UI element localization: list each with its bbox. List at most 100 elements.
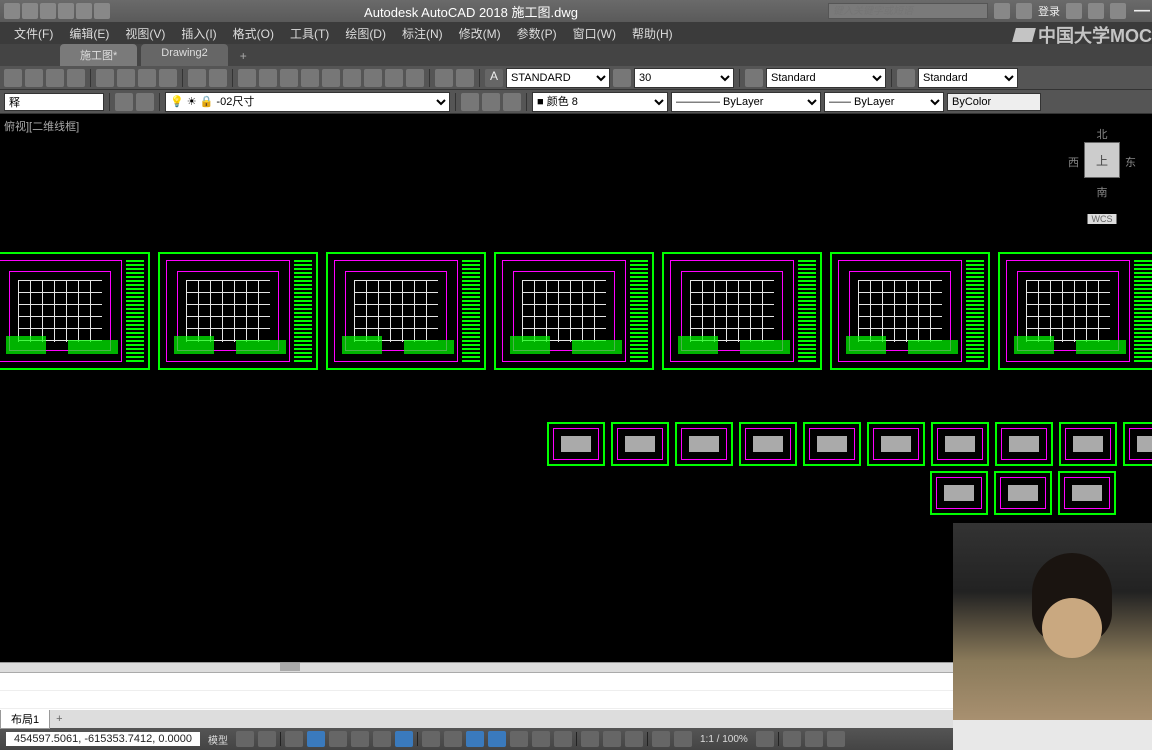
menu-item[interactable]: 视图(V) [117,23,173,44]
tab-add-button[interactable]: + [232,46,255,66]
lineweight-select[interactable]: —— ByLayer [824,92,944,112]
viewcube-north[interactable]: 北 [1097,126,1108,142]
table-style-icon[interactable] [897,69,915,87]
table-style-select[interactable]: Standard [918,68,1018,88]
match-icon[interactable] [159,69,177,87]
layout-tab[interactable]: 布局1 [0,709,50,729]
qat-open-icon[interactable] [22,3,38,19]
annotation-visibility[interactable] [581,731,599,747]
props-icon[interactable] [322,69,340,87]
grid-toggle[interactable] [236,731,254,747]
save-icon[interactable] [46,69,64,87]
dim-icon[interactable] [745,69,763,87]
scale-display[interactable]: 1:1 / 100% [696,734,752,745]
paste-icon[interactable] [138,69,156,87]
selection-filter[interactable] [532,731,550,747]
text-icon[interactable]: A [485,69,503,87]
qat-undo-icon[interactable] [76,3,92,19]
model-button[interactable]: 模型 [204,732,232,747]
linetype-select[interactable]: ———— ByLayer [671,92,821,112]
drawing-sheet[interactable] [494,252,654,370]
hardware-accel-icon[interactable] [805,731,823,747]
qat-redo-icon[interactable] [94,3,110,19]
drawing-sheet-small[interactable] [611,422,669,466]
qat-save-icon[interactable] [40,3,56,19]
drawing-sheet-small[interactable] [547,422,605,466]
menu-item[interactable]: 格式(O) [225,23,282,44]
annotation-scale[interactable] [625,731,643,747]
ortho-toggle[interactable] [329,731,347,747]
copy-icon[interactable] [117,69,135,87]
menu-item[interactable]: 插入(I) [173,23,224,44]
user-icon[interactable] [1016,3,1032,19]
drawing-sheet-small[interactable] [995,422,1053,466]
selection-cycling[interactable] [466,731,484,747]
menu-item[interactable]: 标注(N) [394,23,451,44]
layer-states-icon[interactable] [136,93,154,111]
dynamic-input-toggle[interactable] [307,731,325,747]
drawing-sheet-small[interactable] [1059,422,1117,466]
sheet-icon[interactable] [343,69,361,87]
tool-palette-icon[interactable] [364,69,382,87]
text-style-select[interactable]: STANDARD [506,68,610,88]
binoculars-icon[interactable] [994,3,1010,19]
pan-icon[interactable] [238,69,256,87]
drawing-sheet[interactable] [662,252,822,370]
osnap-toggle[interactable] [395,731,413,747]
annotation-monitor[interactable] [674,731,692,747]
zoom-icon[interactable] [259,69,277,87]
minimize-button[interactable]: — [1132,2,1152,20]
drawing-sheet-small[interactable] [1058,471,1116,515]
workspace-switch[interactable] [652,731,670,747]
viewcube-west[interactable]: 西 [1068,154,1079,170]
drawing-sheet[interactable] [326,252,486,370]
text-size-select[interactable]: 30 [634,68,734,88]
lwt-toggle[interactable] [422,731,440,747]
viewcube-wcs[interactable]: WCS [1088,214,1117,224]
exchange-icon[interactable] [1066,3,1082,19]
viewcube[interactable]: 北 西 上 东 南 WCS [1062,124,1142,224]
drawing-sheet-small[interactable] [803,422,861,466]
transparency-toggle[interactable] [444,731,462,747]
cut-icon[interactable] [96,69,114,87]
menu-item[interactable]: 编辑(E) [61,23,117,44]
layer-match-icon[interactable] [461,93,479,111]
block-icon[interactable] [435,69,453,87]
drawing-sheet-small[interactable] [931,422,989,466]
clean-screen-icon[interactable] [827,731,845,747]
drawing-sheet-small[interactable] [930,471,988,515]
layout-add-button[interactable]: + [50,712,68,726]
settings-icon[interactable] [756,731,774,747]
drawing-sheet[interactable] [998,252,1152,370]
dim-style-select[interactable]: Standard [766,68,886,88]
menu-item[interactable]: 文件(F) [6,23,61,44]
viewport-label[interactable]: 俯视][二维线框] [4,118,79,134]
iso-toggle[interactable] [373,731,391,747]
menu-item[interactable]: 窗口(W) [565,23,624,44]
calc-icon[interactable] [385,69,403,87]
undo-icon[interactable] [188,69,206,87]
file-tab[interactable]: Drawing2 [141,44,227,66]
gizmo-toggle[interactable] [554,731,572,747]
menu-item[interactable]: 工具(T) [282,23,337,44]
infer-toggle[interactable] [285,731,303,747]
layer-prev-icon[interactable] [482,93,500,111]
menu-item[interactable]: 参数(P) [509,23,565,44]
viewcube-top[interactable]: 上 [1084,142,1120,178]
color-select[interactable]: ■ 颜色 8 [532,92,668,112]
menu-item[interactable]: 修改(M) [451,23,509,44]
annot-icon[interactable] [613,69,631,87]
zoom-window-icon[interactable] [280,69,298,87]
layer-select[interactable]: 💡 ☀ 🔒 -02尺寸 [165,92,450,112]
zoom-prev-icon[interactable] [301,69,319,87]
qat-plot-icon[interactable] [58,3,74,19]
polar-toggle[interactable] [351,731,369,747]
dyn-ucs-toggle[interactable] [510,731,528,747]
drawing-sheet-small[interactable] [739,422,797,466]
command-area[interactable] [0,662,953,710]
drawing-sheet[interactable] [0,252,150,370]
scrollbar-thumb[interactable] [280,663,300,671]
cart-icon[interactable] [1088,3,1104,19]
menu-item[interactable]: 绘图(D) [337,23,394,44]
login-label[interactable]: 登录 [1038,3,1060,19]
